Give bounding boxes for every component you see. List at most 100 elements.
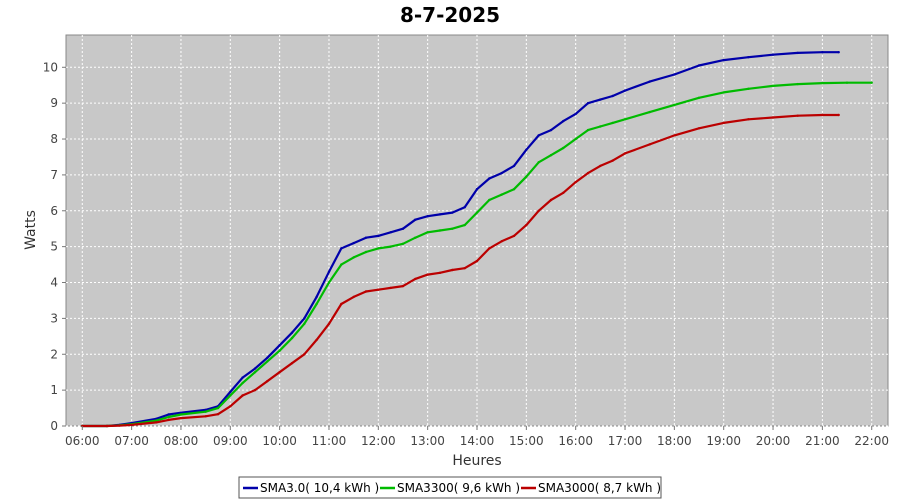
data-point-0 bbox=[722, 58, 725, 62]
data-point-1 bbox=[463, 223, 466, 227]
data-point-1 bbox=[229, 394, 232, 397]
data-point-2 bbox=[648, 143, 651, 146]
data-point-2 bbox=[722, 121, 725, 125]
data-point-2 bbox=[463, 267, 466, 270]
data-point-1 bbox=[747, 87, 750, 91]
data-point-1 bbox=[377, 247, 380, 250]
data-point-1 bbox=[167, 415, 170, 419]
data-point-1 bbox=[845, 81, 849, 84]
data-point-1 bbox=[623, 118, 627, 121]
y-tick-label: 0 bbox=[50, 419, 58, 433]
data-point-0 bbox=[290, 331, 294, 334]
data-point-2 bbox=[771, 116, 775, 119]
data-point-2 bbox=[253, 388, 257, 392]
data-point-2 bbox=[475, 259, 479, 263]
data-point-0 bbox=[241, 376, 244, 379]
data-point-0 bbox=[401, 227, 405, 230]
x-tick-label: 18:00 bbox=[657, 434, 692, 448]
data-point-0 bbox=[266, 356, 269, 359]
x-tick-label: 08:00 bbox=[164, 434, 199, 448]
data-point-2 bbox=[303, 353, 306, 356]
data-point-2 bbox=[216, 413, 220, 416]
y-tick-label: 10 bbox=[43, 60, 58, 74]
data-point-0 bbox=[278, 344, 281, 347]
data-point-1 bbox=[352, 256, 355, 259]
data-point-1 bbox=[426, 231, 429, 234]
x-tick-label: 20:00 bbox=[756, 434, 791, 448]
data-point-1 bbox=[525, 175, 528, 178]
data-point-2 bbox=[796, 114, 799, 117]
data-point-2 bbox=[549, 198, 553, 202]
data-point-2 bbox=[155, 421, 158, 424]
y-axis-label: Watts bbox=[23, 210, 39, 250]
data-point-1 bbox=[586, 128, 590, 132]
x-tick-label: 06:00 bbox=[65, 434, 100, 448]
data-point-1 bbox=[216, 406, 220, 410]
data-point-0 bbox=[364, 236, 368, 239]
data-point-1 bbox=[327, 281, 331, 284]
data-point-2 bbox=[290, 362, 294, 365]
y-axis: 0 1 2 3 4 5 6 7 8 9 10 bbox=[43, 60, 66, 433]
data-point-2 bbox=[673, 134, 676, 137]
legend: SMA3.0( 10,4 kWh ) SMA3300( 9,6 kWh ) SMA3… bbox=[238, 476, 662, 499]
x-tick-label: 16:00 bbox=[558, 434, 593, 448]
data-point-0 bbox=[315, 295, 318, 299]
data-point-0 bbox=[179, 411, 183, 414]
x-tick-label: 13:00 bbox=[410, 434, 445, 448]
data-point-1 bbox=[722, 91, 725, 94]
data-point-1 bbox=[241, 381, 244, 385]
data-point-0 bbox=[438, 213, 442, 216]
series-line-1 bbox=[82, 81, 872, 428]
data-point-1 bbox=[278, 349, 281, 352]
data-point-2 bbox=[179, 416, 183, 420]
data-point-0 bbox=[463, 206, 466, 209]
data-point-0 bbox=[821, 51, 824, 54]
y-tick-label: 4 bbox=[50, 276, 58, 290]
data-point-1 bbox=[648, 110, 651, 114]
data-point-1 bbox=[512, 188, 516, 191]
data-point-0 bbox=[771, 53, 775, 56]
y-tick-label: 7 bbox=[50, 168, 58, 182]
data-point-2 bbox=[623, 152, 627, 155]
data-point-1 bbox=[562, 146, 565, 150]
chart-title: 8-7-2025 bbox=[400, 3, 500, 27]
grid bbox=[66, 35, 888, 427]
data-point-1 bbox=[290, 336, 294, 340]
data-point-2 bbox=[241, 394, 244, 397]
data-point-0 bbox=[303, 317, 306, 320]
x-tick-label: 10:00 bbox=[262, 434, 297, 448]
x-tick-label: 09:00 bbox=[213, 434, 248, 448]
data-point-2 bbox=[364, 290, 368, 293]
data-point-0 bbox=[525, 148, 528, 151]
data-point-2 bbox=[697, 127, 701, 130]
data-point-0 bbox=[562, 119, 565, 123]
x-tick-label: 07:00 bbox=[114, 434, 149, 448]
data-point-1 bbox=[488, 198, 491, 202]
x-tick-label: 15:00 bbox=[509, 434, 544, 448]
data-point-1 bbox=[451, 227, 454, 230]
x-tick-label: 19:00 bbox=[706, 434, 741, 448]
data-point-2 bbox=[562, 191, 565, 194]
data-point-2 bbox=[500, 240, 503, 243]
data-point-0 bbox=[611, 94, 614, 98]
data-point-2 bbox=[401, 284, 405, 288]
data-point-0 bbox=[796, 51, 799, 55]
data-point-1 bbox=[574, 137, 577, 141]
y-tick-label: 9 bbox=[50, 96, 58, 110]
data-point-2 bbox=[414, 277, 417, 281]
data-point-2 bbox=[327, 322, 331, 325]
data-point-1 bbox=[204, 410, 207, 413]
data-point-1 bbox=[389, 245, 392, 248]
data-point-2 bbox=[574, 180, 577, 184]
data-point-2 bbox=[611, 159, 614, 162]
y-tick-label: 8 bbox=[50, 132, 58, 146]
data-point-2 bbox=[426, 273, 429, 276]
data-point-1 bbox=[500, 193, 503, 196]
data-point-1 bbox=[771, 84, 775, 88]
data-point-0 bbox=[586, 102, 590, 105]
data-point-1 bbox=[266, 360, 269, 363]
x-tick-label: 12:00 bbox=[361, 434, 396, 448]
y-tick-label: 6 bbox=[50, 204, 58, 218]
legend-box bbox=[238, 476, 662, 499]
